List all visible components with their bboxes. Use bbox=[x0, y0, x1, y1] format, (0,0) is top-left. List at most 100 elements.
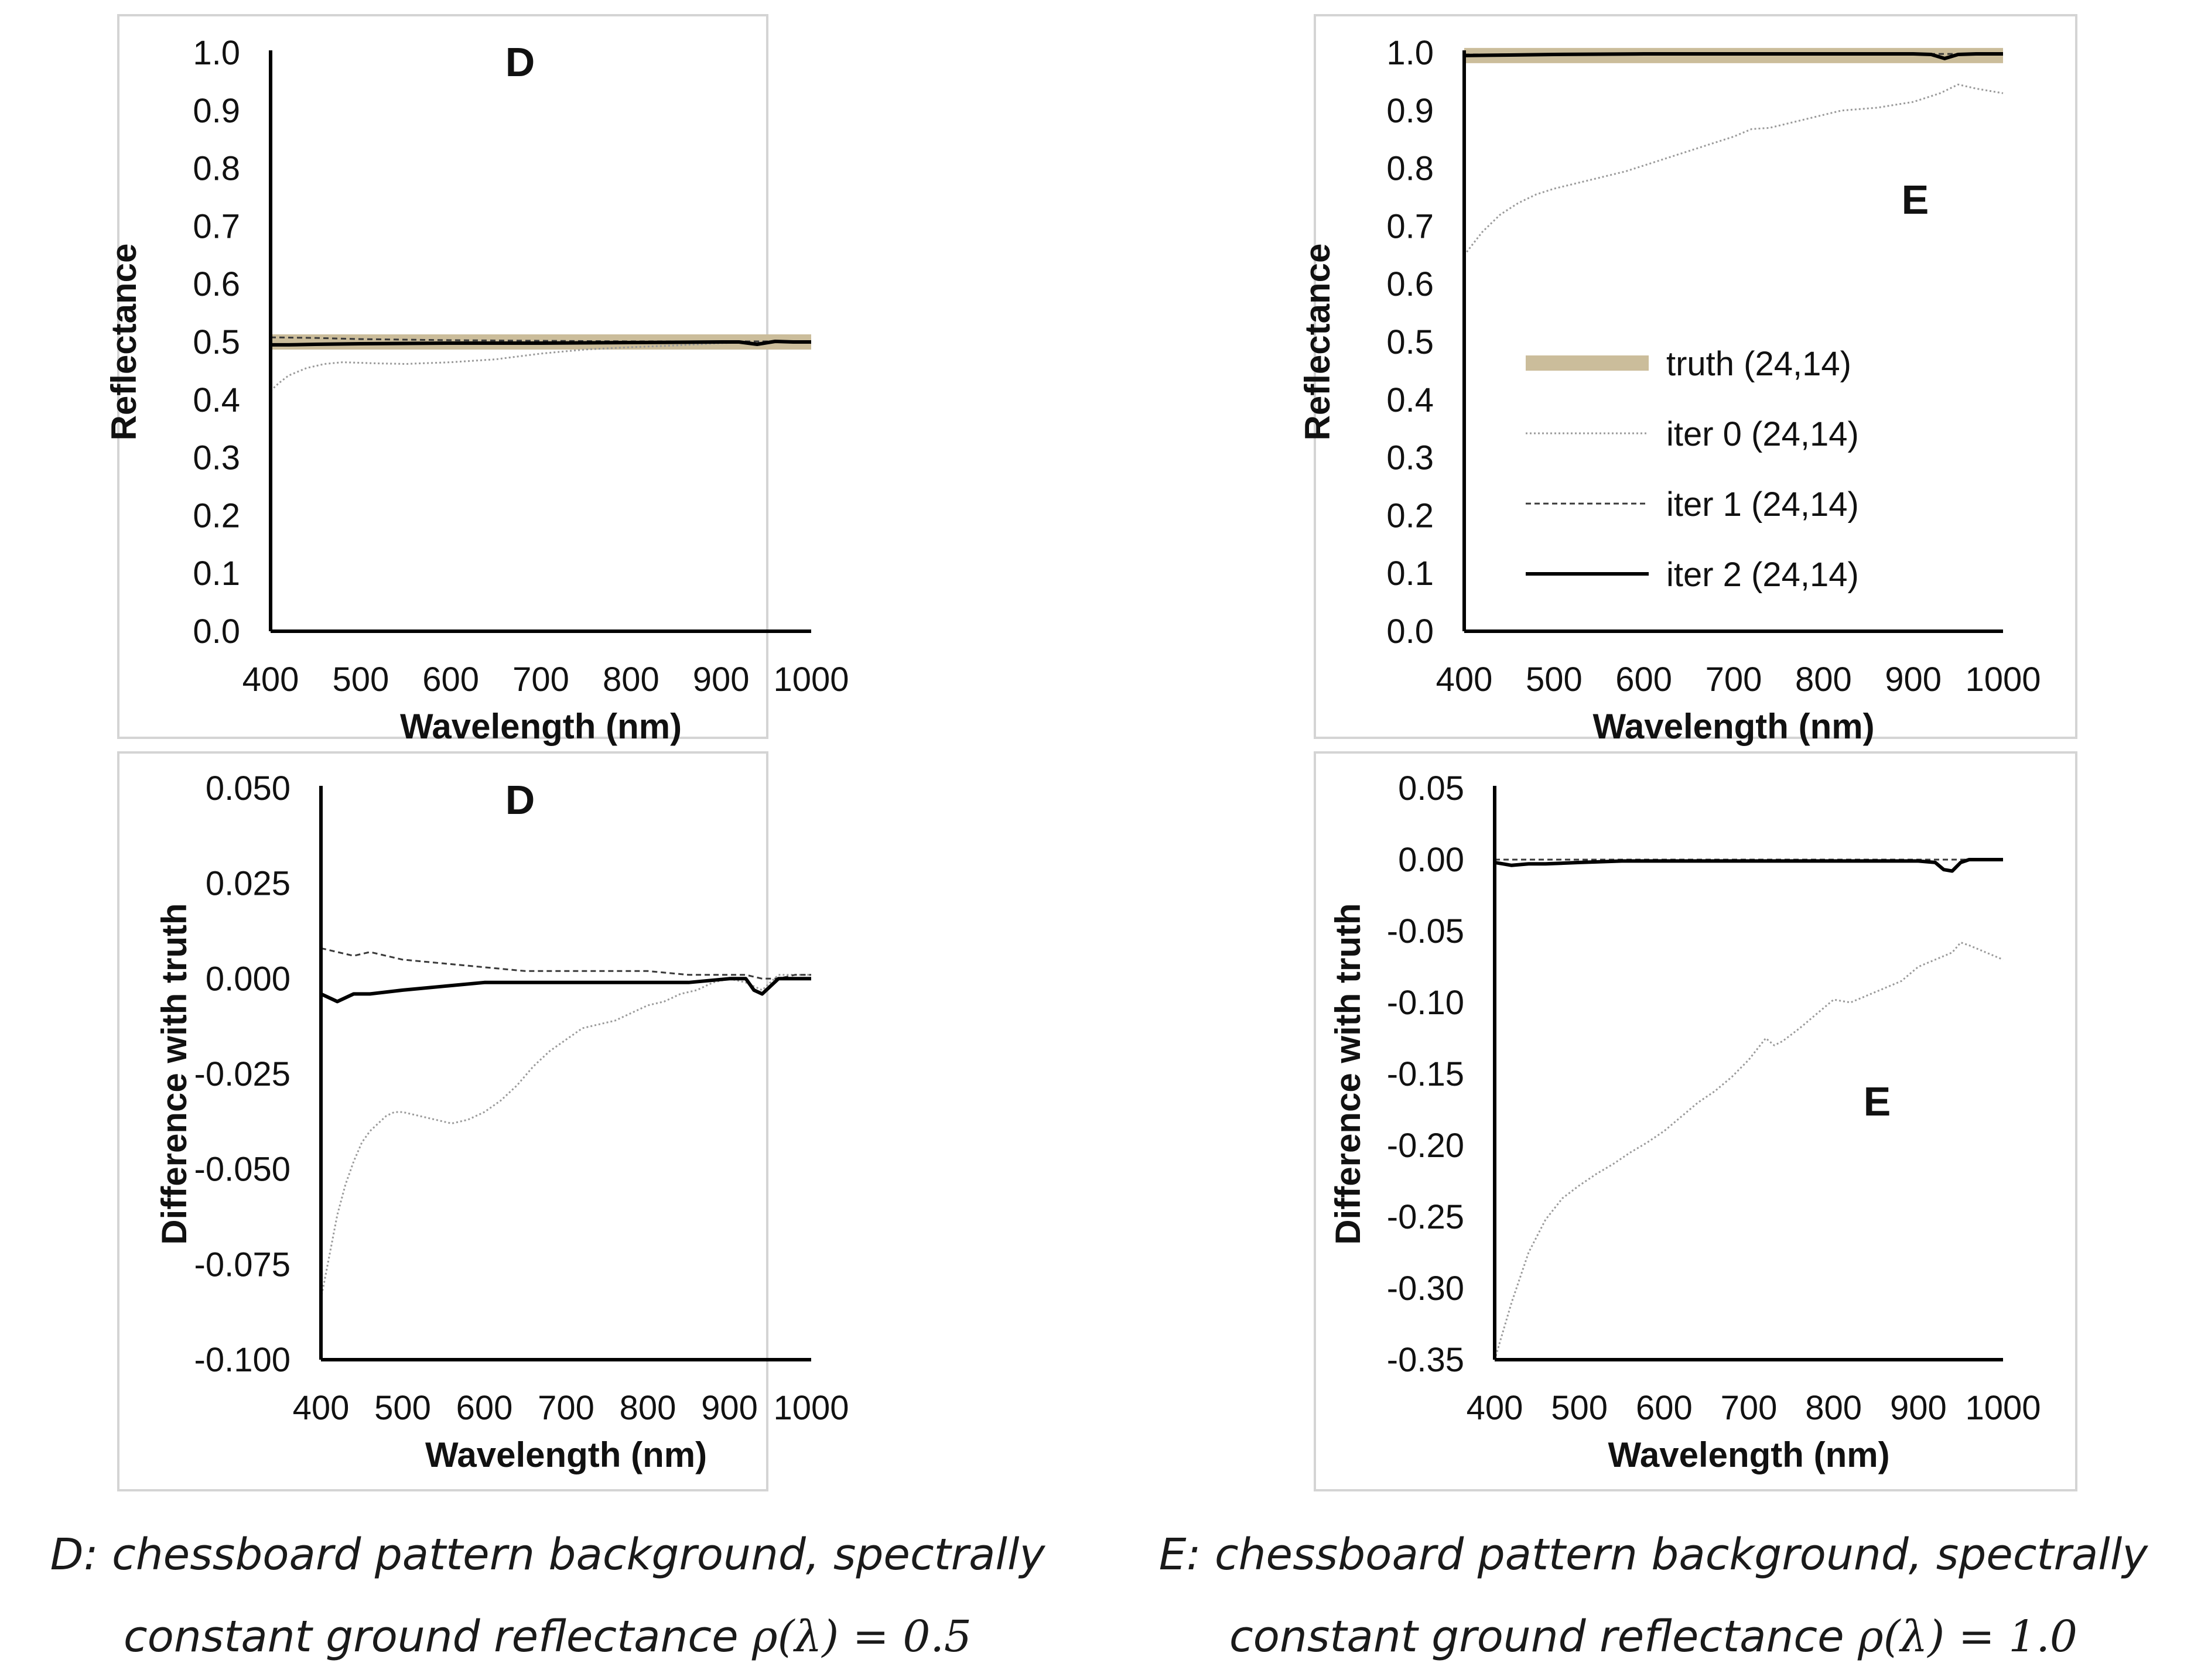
caption-e-math: ρ(λ) = 1.0 bbox=[1858, 1611, 2078, 1662]
y-tick-label: 0.05 bbox=[1398, 769, 1464, 808]
y-axis-title: Difference with truth bbox=[1328, 903, 1368, 1244]
caption-e-line1: E: chessboard pattern background, spectr… bbox=[1158, 1530, 2148, 1580]
x-tick-label: 1000 bbox=[773, 661, 849, 699]
x-tick-label: 800 bbox=[1805, 1389, 1862, 1427]
series-line-iter0 bbox=[269, 340, 812, 392]
x-tick-label: 800 bbox=[620, 1389, 676, 1427]
y-tick-label: 0.2 bbox=[193, 497, 240, 535]
panel-frame bbox=[117, 14, 768, 739]
y-tick-label: -0.025 bbox=[194, 1055, 290, 1093]
panel-frame bbox=[1314, 751, 2077, 1491]
y-tick-label: 0.1 bbox=[1386, 555, 1434, 593]
y-tick-label: -0.25 bbox=[1387, 1198, 1464, 1236]
y-tick-label: -0.20 bbox=[1387, 1127, 1464, 1165]
y-tick-label: 0.7 bbox=[193, 207, 240, 245]
y-tick-label: 0.00 bbox=[1398, 841, 1464, 879]
y-tick-label: -0.30 bbox=[1387, 1270, 1464, 1308]
y-tick-label: 0.8 bbox=[1386, 150, 1434, 188]
y-tick-label: 0.4 bbox=[193, 381, 240, 419]
x-tick-label: 1000 bbox=[1965, 661, 2041, 699]
panel-E-reflectance: 0.0 0.1 0.2 0.3 0.4 0.5 0.6 0.7 0.8 0.9 1.0 400 500 6… bbox=[1298, 14, 2077, 746]
x-tick-label: 1000 bbox=[773, 1389, 849, 1427]
panel-letter: D bbox=[505, 777, 535, 823]
y-axis-title: Reflectance bbox=[104, 244, 143, 441]
x-tick-label: 400 bbox=[1436, 661, 1493, 699]
series-line-iter0 bbox=[1463, 83, 2004, 256]
legend-label: iter 0 (24,14) bbox=[1666, 415, 1859, 453]
caption-d-line2: constant ground reflectance ρ(λ) = 0.5 bbox=[0, 1596, 1095, 1678]
series-line-iter1 bbox=[320, 947, 811, 980]
x-tick-label: 700 bbox=[538, 1389, 594, 1427]
caption-d-math: ρ(λ) = 0.5 bbox=[752, 1611, 972, 1662]
y-axis-title: Reflectance bbox=[1298, 244, 1337, 441]
y-tick-label: 0.6 bbox=[1386, 265, 1434, 303]
caption-e: E: chessboard pattern background, spectr… bbox=[1106, 1514, 2201, 1678]
panel-frame bbox=[1314, 14, 2077, 739]
y-tick-label: 1.0 bbox=[1386, 34, 1434, 72]
x-tick-label: 400 bbox=[1467, 1389, 1523, 1427]
y-tick-label: -0.05 bbox=[1387, 912, 1464, 950]
y-tick-label: 0.7 bbox=[1386, 207, 1434, 245]
x-tick-label: 700 bbox=[512, 661, 569, 699]
x-tick-label: 500 bbox=[374, 1389, 431, 1427]
y-tick-label: 0.0 bbox=[193, 613, 240, 651]
y-tick-label: 0.050 bbox=[206, 769, 290, 808]
legend-label: truth (24,14) bbox=[1666, 345, 1851, 383]
y-tick-label: 0.025 bbox=[206, 865, 290, 903]
y-tick-label: 0.1 bbox=[193, 555, 240, 593]
y-tick-label: 0.3 bbox=[193, 439, 240, 477]
y-tick-label: -0.100 bbox=[194, 1341, 290, 1379]
panel-E-difference: -0.35 -0.30 -0.25 -0.20 -0.15 -0.10 -0.05 0.00 0… bbox=[1314, 751, 2077, 1491]
panel-D-reflectance: 0.0 0.1 0.2 0.3 0.4 0.5 0.6 0.7 0.8 0.9 1.0 400 500 6… bbox=[104, 14, 849, 746]
x-tick-label: 900 bbox=[701, 1389, 758, 1427]
series-line-iter2 bbox=[1464, 52, 2003, 60]
y-tick-label: 0.4 bbox=[1386, 381, 1434, 419]
x-tick-label: 500 bbox=[1551, 1389, 1608, 1427]
x-tick-label: 400 bbox=[242, 661, 299, 699]
y-tick-label: 1.0 bbox=[193, 34, 240, 72]
panel-letter: E bbox=[1902, 177, 1929, 223]
y-tick-label: -0.35 bbox=[1387, 1341, 1464, 1379]
y-tick-label: 0.5 bbox=[1386, 323, 1434, 361]
x-tick-label: 800 bbox=[603, 661, 659, 699]
caption-e-line2-text: constant ground reflectance bbox=[1229, 1611, 1844, 1662]
x-tick-label: 700 bbox=[1706, 661, 1762, 699]
x-axis-title: Wavelength (nm) bbox=[1608, 1435, 1889, 1474]
y-tick-label: 0.0 bbox=[1386, 613, 1434, 651]
y-tick-label: -0.15 bbox=[1387, 1055, 1464, 1093]
x-axis-title: Wavelength (nm) bbox=[1592, 707, 1874, 746]
y-tick-label: 0.000 bbox=[206, 960, 290, 998]
x-tick-label: 700 bbox=[1721, 1389, 1778, 1427]
series-line-iter0 bbox=[1493, 942, 2004, 1360]
x-axis-title: Wavelength (nm) bbox=[400, 707, 682, 746]
y-tick-label: 0.3 bbox=[1386, 439, 1434, 477]
caption-d-line2-text: constant ground reflectance bbox=[123, 1611, 739, 1662]
y-tick-label: 0.9 bbox=[1386, 92, 1434, 130]
x-tick-label: 600 bbox=[1636, 1389, 1693, 1427]
y-tick-label: 0.9 bbox=[193, 92, 240, 130]
series-line-iter2 bbox=[320, 977, 811, 1004]
panel-letter: E bbox=[1864, 1079, 1891, 1124]
series-line-iter2 bbox=[1494, 858, 2003, 873]
x-tick-label: 600 bbox=[1615, 661, 1672, 699]
series-line-iter0 bbox=[320, 974, 811, 1299]
x-tick-label: 900 bbox=[1885, 661, 1942, 699]
x-tick-label: 600 bbox=[456, 1389, 513, 1427]
x-tick-label: 800 bbox=[1795, 661, 1852, 699]
y-axis-title: Difference with truth bbox=[155, 903, 194, 1244]
x-tick-label: 900 bbox=[693, 661, 750, 699]
panel-frame bbox=[117, 751, 768, 1491]
y-tick-label: -0.10 bbox=[1387, 984, 1464, 1022]
y-tick-label: 0.8 bbox=[193, 150, 240, 188]
x-tick-label: 500 bbox=[332, 661, 389, 699]
panel-D-difference: -0.100 -0.075 -0.050 -0.025 0.000 0.025 0.050 4… bbox=[117, 751, 849, 1491]
panel-letter: D bbox=[505, 39, 535, 85]
x-tick-label: 600 bbox=[422, 661, 479, 699]
caption-e-line2: constant ground reflectance ρ(λ) = 1.0 bbox=[1106, 1596, 2201, 1678]
legend-label: iter 2 (24,14) bbox=[1666, 556, 1859, 594]
x-tick-label: 1000 bbox=[1965, 1389, 2041, 1427]
x-tick-label: 400 bbox=[293, 1389, 350, 1427]
y-tick-label: 0.5 bbox=[193, 323, 240, 361]
caption-d: D: chessboard pattern background, spectr… bbox=[0, 1514, 1095, 1678]
